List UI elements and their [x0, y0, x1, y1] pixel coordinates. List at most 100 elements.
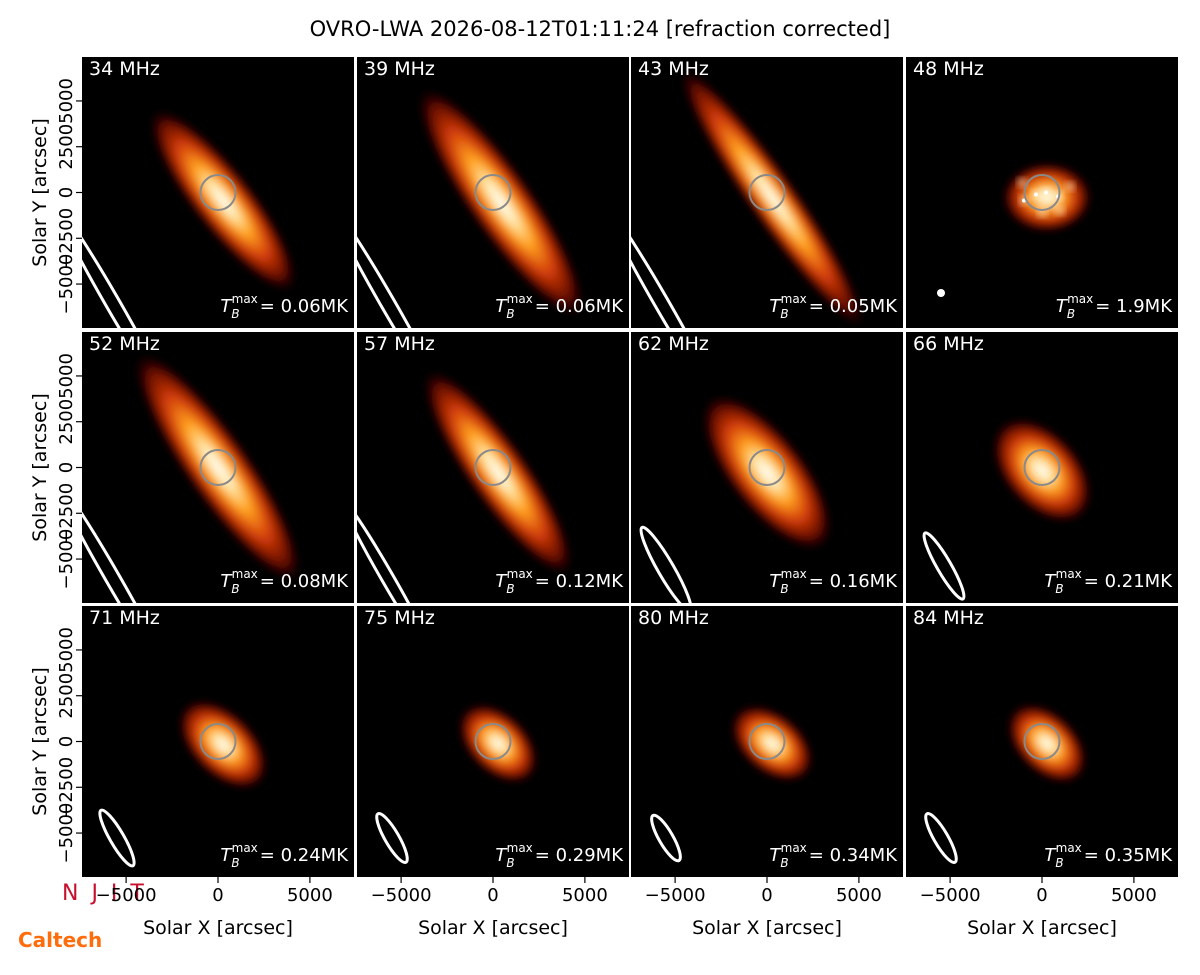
- solar-disk: [1023, 174, 1061, 211]
- solar-disk: [748, 449, 786, 486]
- panel: [906, 606, 1178, 877]
- emission: [457, 703, 539, 784]
- x-tick-label: −5000: [96, 885, 157, 906]
- solar-disk: [748, 174, 786, 211]
- panel: [82, 57, 354, 328]
- tb-symbol: T: [495, 296, 508, 317]
- solar-disk: [474, 449, 512, 486]
- tb-value: = 0.05MK: [809, 296, 898, 317]
- emission: [416, 86, 586, 319]
- tb-label: TBmax = 0.06MK: [495, 292, 624, 321]
- tb-symbol: T: [220, 845, 233, 866]
- emission: [178, 699, 268, 790]
- tb-sub: B: [506, 856, 514, 870]
- y-tick-label: 2500: [56, 673, 77, 719]
- emission: [991, 417, 1093, 524]
- y-tick-label: −2500: [56, 483, 77, 544]
- x-axis-label: Solar X [arcsec]: [967, 917, 1117, 939]
- tb-symbol: T: [495, 571, 508, 592]
- tb-symbol: T: [1044, 845, 1057, 866]
- panel: [631, 57, 903, 328]
- tb-sub: B: [506, 307, 514, 321]
- tb-symbol: T: [769, 571, 782, 592]
- solar-disk: [748, 723, 786, 760]
- tb-sub: B: [1067, 307, 1075, 321]
- x-tick-label: 0: [487, 885, 498, 906]
- emission: [133, 351, 303, 584]
- frequency-label: 57 MHz: [364, 333, 435, 355]
- frequency-label: 52 MHz: [89, 333, 160, 355]
- y-tick-label: −5000: [56, 254, 77, 315]
- beam: [650, 813, 682, 863]
- tb-sup: max: [781, 292, 807, 306]
- x-tick-label: 5000: [287, 885, 333, 906]
- tb-sup: max: [232, 292, 258, 306]
- solar-disk: [199, 723, 237, 760]
- beam: [98, 808, 136, 868]
- panel: [357, 332, 629, 603]
- x-tick-label: 0: [212, 885, 223, 906]
- y-tick-label: −2500: [56, 757, 77, 818]
- tb-label: TBmax = 0.34MK: [769, 841, 898, 870]
- y-axis-label: Solar Y [arcsec]: [29, 393, 51, 541]
- tb-value: = 1.9MK: [1095, 296, 1173, 317]
- tb-symbol: T: [220, 571, 233, 592]
- panel: [906, 332, 1178, 603]
- emission: [1006, 703, 1088, 784]
- x-tick-label: −5000: [371, 885, 432, 906]
- tb-value: = 0.16MK: [809, 571, 898, 592]
- tb-sup: max: [507, 292, 533, 306]
- y-axis-label: Solar Y [arcsec]: [29, 118, 51, 266]
- tb-sup: max: [232, 841, 258, 855]
- beam: [357, 497, 434, 603]
- y-tick-label: 5000: [56, 353, 77, 399]
- tb-label: TBmax = 0.21MK: [1044, 567, 1173, 596]
- panel: [906, 57, 1178, 328]
- beam: [937, 289, 945, 297]
- tb-sub: B: [1055, 582, 1063, 596]
- figure-title: OVRO-LWA 2026-08-12T01:11:24 [refraction…: [310, 17, 891, 41]
- panel: [82, 606, 354, 877]
- emission-spot: [1056, 207, 1064, 214]
- x-tick-label: 0: [761, 885, 772, 906]
- x-tick-label: −5000: [920, 885, 981, 906]
- tb-label: TBmax = 0.08MK: [220, 567, 349, 596]
- tb-symbol: T: [769, 845, 782, 866]
- frequency-label: 71 MHz: [89, 607, 160, 629]
- tb-value: = 0.29MK: [535, 845, 624, 866]
- frequency-label: 62 MHz: [638, 333, 709, 355]
- x-axis-label: Solar X [arcsec]: [692, 917, 842, 939]
- tb-label: TBmax = 0.12MK: [495, 567, 624, 596]
- y-tick-label: 5000: [56, 627, 77, 673]
- tb-sub: B: [231, 582, 239, 596]
- y-tick-label: 0: [56, 187, 77, 198]
- tb-symbol: T: [1056, 296, 1069, 317]
- y-tick-label: −2500: [56, 208, 77, 269]
- tb-symbol: T: [220, 296, 233, 317]
- tb-label: TBmax = 0.06MK: [220, 292, 349, 321]
- panel: [82, 332, 354, 603]
- x-tick-label: 0: [1036, 885, 1047, 906]
- y-tick-label: 0: [56, 736, 77, 747]
- x-axis-label: Solar X [arcsec]: [143, 917, 293, 939]
- y-tick-label: −5000: [56, 803, 77, 864]
- frequency-label: 66 MHz: [913, 333, 984, 355]
- solar-disk: [1023, 723, 1061, 760]
- frequency-label: 75 MHz: [364, 607, 435, 629]
- emission: [730, 705, 814, 782]
- emission: [1002, 162, 1092, 233]
- beam: [924, 812, 958, 864]
- y-tick-label: 2500: [56, 124, 77, 170]
- tb-value: = 0.12MK: [535, 571, 624, 592]
- solar-disk: [199, 449, 237, 486]
- tb-sub: B: [506, 582, 514, 596]
- y-tick-label: 5000: [56, 78, 77, 124]
- solar-disk: [474, 723, 512, 760]
- emission: [422, 368, 574, 577]
- beam: [82, 480, 169, 603]
- frequency-label: 39 MHz: [364, 58, 435, 80]
- y-axis-label: Solar Y [arcsec]: [29, 667, 51, 815]
- frequency-label: 84 MHz: [913, 607, 984, 629]
- tb-value: = 0.08MK: [260, 571, 349, 592]
